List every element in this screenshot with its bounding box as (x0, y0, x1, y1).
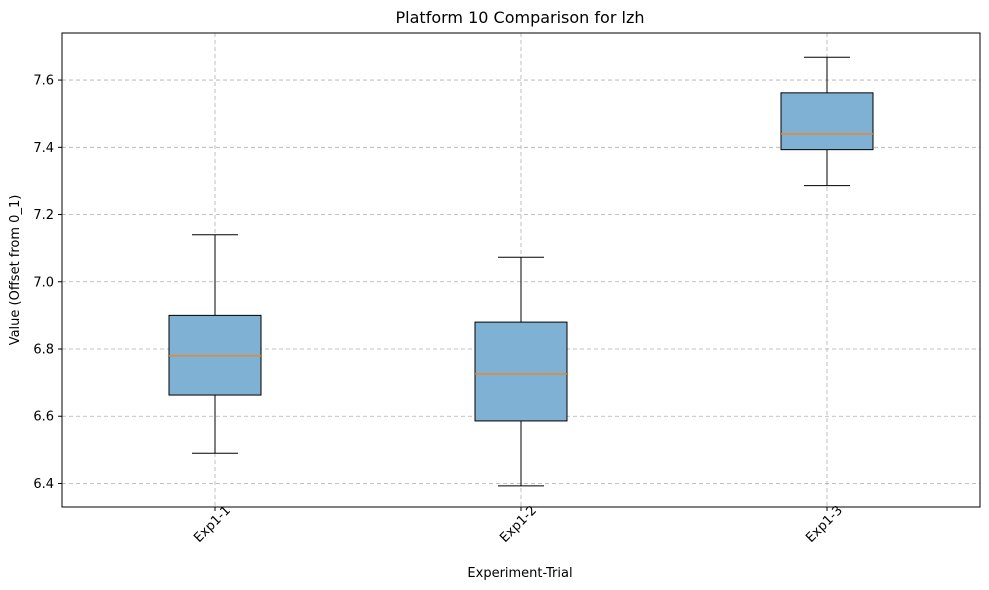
x-tick-label: Exp1-2 (497, 503, 540, 546)
y-tick-label: 7.4 (33, 141, 54, 156)
y-tick-label: 6.6 (33, 410, 54, 425)
y-tick-label: 7.6 (33, 74, 54, 89)
box-exp1-3 (780, 56, 874, 187)
x-tick-label: Exp1-1 (191, 503, 234, 546)
y-tick-label: 6.4 (33, 477, 54, 492)
x-axis-label: Experiment-Trial (467, 566, 572, 581)
chart-title: Platform 10 Comparison for lzh (396, 8, 645, 27)
box-exp1-2 (474, 256, 568, 487)
iqr-box (780, 92, 874, 151)
y-axis-label: Value (Offset from 0_1) (8, 195, 23, 346)
y-tick-label: 6.8 (33, 343, 54, 358)
boxes-group (168, 56, 874, 487)
y-axis: 6.4 6.6 6.8 7.0 7.2 7.4 7.6 (33, 74, 62, 492)
iqr-box (474, 321, 568, 422)
x-axis: Exp1-1 Exp1-2 Exp1-3 (191, 503, 846, 546)
y-tick-label: 7.2 (33, 208, 54, 223)
x-tick-label: Exp1-3 (803, 503, 846, 546)
box-exp1-1 (168, 234, 262, 454)
y-tick-label: 7.0 (33, 275, 54, 290)
